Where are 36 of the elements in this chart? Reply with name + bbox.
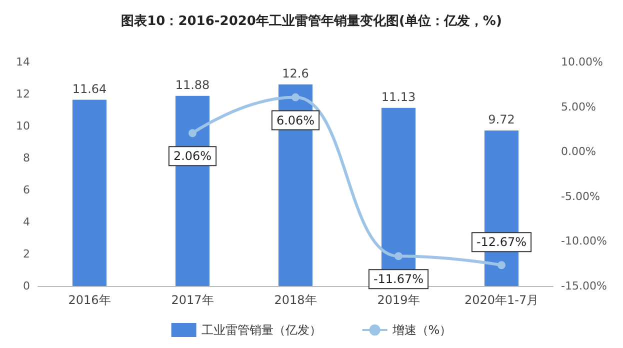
data-label: 9.72 xyxy=(488,112,515,126)
legend-label: 增速（%） xyxy=(391,323,452,337)
data-label: 11.88 xyxy=(175,78,210,92)
data-label: 6.06% xyxy=(276,113,315,128)
y2-tick-label: -5.00% xyxy=(561,190,600,203)
x-tick-label: 2019年 xyxy=(377,293,420,307)
x-tick-label: 2020年1-7月 xyxy=(464,293,539,307)
bar xyxy=(72,100,106,286)
legend-label: 工业雷管销量（亿发） xyxy=(201,323,322,337)
data-label: -11.67% xyxy=(373,272,424,286)
y-tick-label: 8 xyxy=(23,152,30,164)
y2-tick-label: 0.00% xyxy=(561,145,596,158)
point xyxy=(498,261,506,270)
point xyxy=(394,252,402,260)
data-label: 11.64 xyxy=(72,82,107,96)
data-label: 2.06% xyxy=(173,149,212,164)
x-tick-label: 2016年 xyxy=(68,293,111,307)
y-tick-label: 12 xyxy=(16,88,30,100)
y-tick-label: 10 xyxy=(16,120,30,132)
y-tick-label: 2 xyxy=(23,248,30,260)
y2-tick-label: -15.00% xyxy=(561,280,607,292)
y-tick-label: 14 xyxy=(16,56,30,68)
y-tick-label: 0 xyxy=(23,280,30,292)
y-tick-label: 4 xyxy=(23,216,30,228)
y2-tick-label: 5.00% xyxy=(561,100,596,114)
data-label: 11.13 xyxy=(381,90,416,104)
chart-title: 图表10：2016-2020年工业雷管年销量变化图(单位：亿发，%) xyxy=(121,13,502,29)
y-tick-label: 6 xyxy=(23,184,30,196)
x-tick-label: 2017年 xyxy=(171,293,214,307)
x-tick-label: 2018年 xyxy=(274,293,317,307)
data-label: -12.67% xyxy=(476,235,527,250)
point xyxy=(292,93,300,102)
data-label: 12.6 xyxy=(282,66,309,80)
point xyxy=(188,129,196,138)
y2-tick-label: -10.00% xyxy=(561,234,607,248)
y2-tick-label: 10.00% xyxy=(561,56,603,68)
